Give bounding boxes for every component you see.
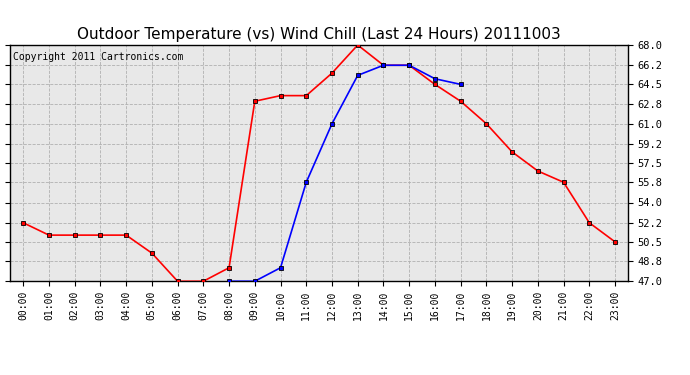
Title: Outdoor Temperature (vs) Wind Chill (Last 24 Hours) 20111003: Outdoor Temperature (vs) Wind Chill (Las… [77, 27, 561, 42]
Text: Copyright 2011 Cartronics.com: Copyright 2011 Cartronics.com [13, 52, 184, 62]
